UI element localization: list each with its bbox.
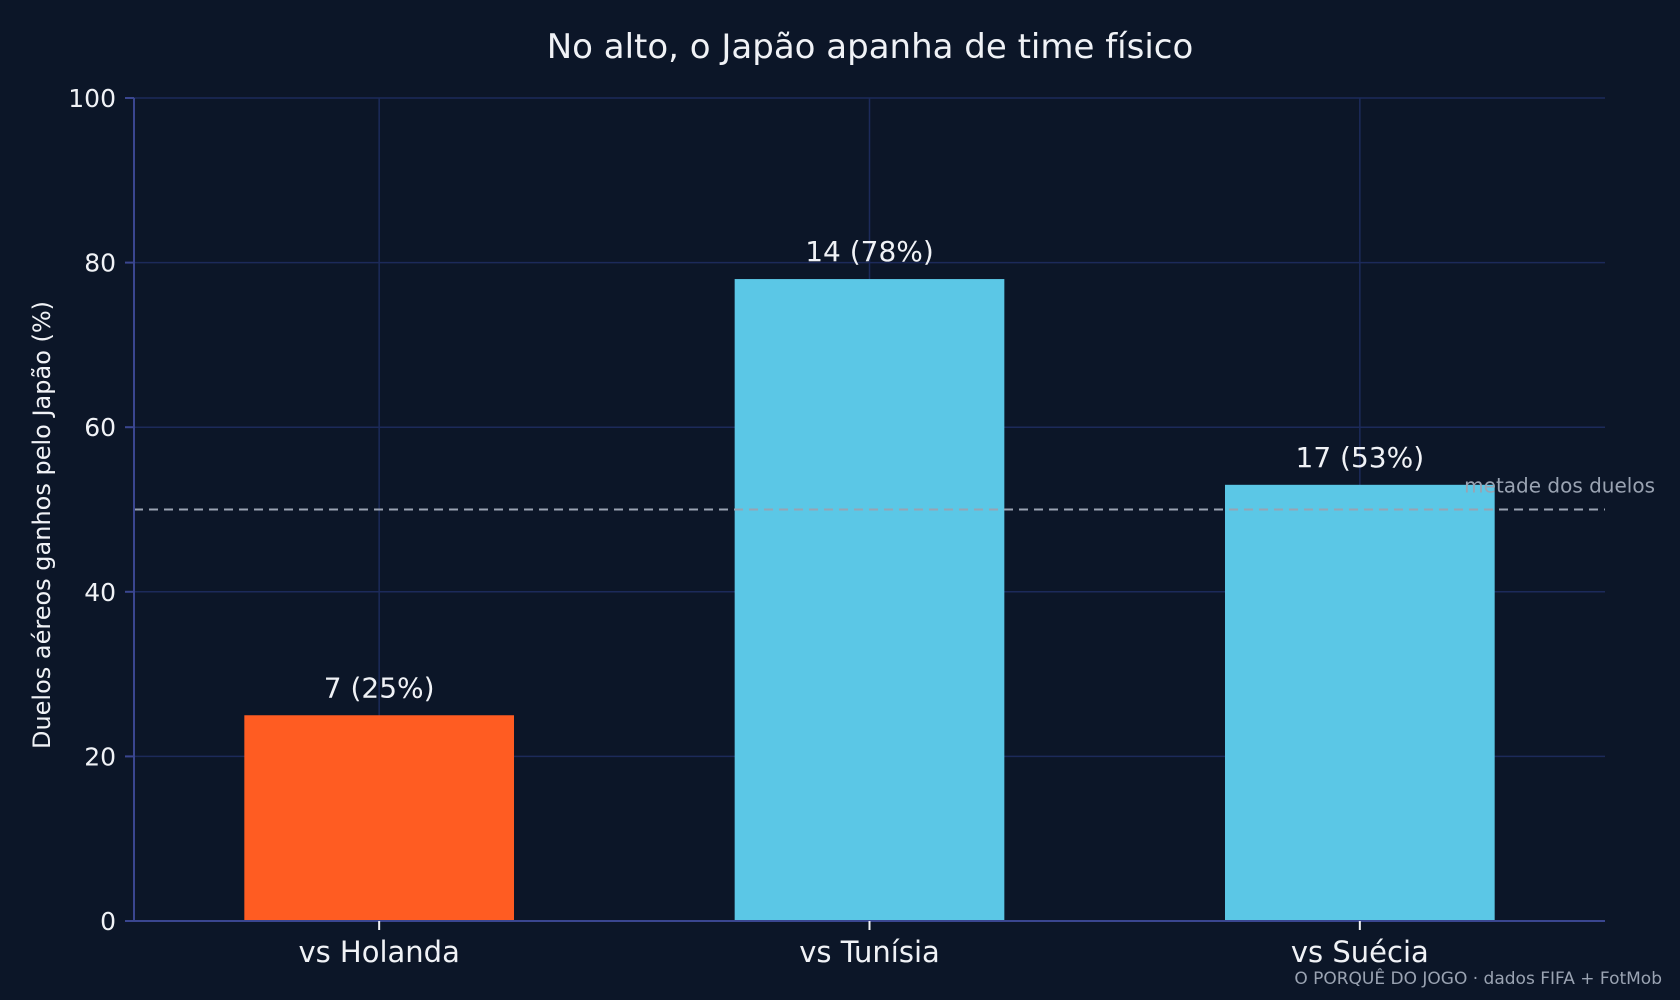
x-tick-label-0: vs Holanda [298, 935, 459, 969]
reference-line-label: metade dos duelos [1464, 474, 1655, 498]
x-tick-label-2: vs Suécia [1291, 935, 1429, 969]
axes: 0 20 40 60 80 100 vs Holanda vs Tunísia vs Suéci… [68, 84, 1605, 969]
y-tick-label: 60 [84, 413, 116, 442]
data-label-0: 7 (25%) [324, 671, 435, 704]
bar-2 [1224, 484, 1495, 921]
y-axis-label: Duelos aéreos ganhos pelo Japão (%) [28, 301, 56, 749]
data-label-1: 14 (78%) [805, 235, 934, 268]
bar-0 [244, 715, 515, 921]
y-tick-label: 0 [100, 907, 116, 936]
data-label-2: 17 (53%) [1296, 441, 1425, 474]
bar-1 [734, 279, 1005, 921]
source-note: O PORQUÊ DO JOGO · dados FIFA + FotMob [1294, 967, 1662, 989]
data-labels: 7 (25%) 14 (78%) 17 (53%) [324, 235, 1424, 704]
bars [244, 279, 1495, 921]
chart-title: No alto, o Japão apanha de time físico [547, 27, 1194, 67]
x-tick-label-1: vs Tunísia [799, 935, 940, 969]
y-tick-label: 40 [84, 578, 116, 607]
y-tick-label: 80 [84, 249, 116, 278]
reference-line-group: metade dos duelos [134, 474, 1655, 511]
y-tick-label: 20 [84, 742, 116, 771]
y-tick-label: 100 [68, 84, 116, 113]
